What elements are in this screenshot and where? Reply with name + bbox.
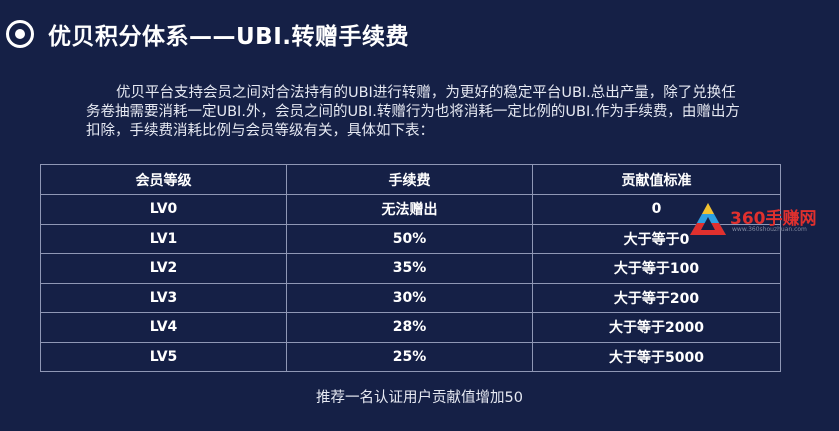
cell-fee: 30% bbox=[286, 282, 533, 313]
watermark-text: 360手赚网 bbox=[730, 208, 817, 229]
intro-paragraph: 优贝平台支持会员之间对合法持有的UBI进行转赠，为更好的稳定平台UBI.总出产量… bbox=[86, 84, 754, 141]
header-fee: 手续费 bbox=[286, 164, 533, 195]
cell-fee: 50% bbox=[286, 223, 533, 254]
fee-table: 会员等级 手续费 贡献值标准 LV0 无法赠出 0 LV1 50% 大于等于0 … bbox=[40, 164, 781, 372]
header-contribution-standard: 贡献值标准 bbox=[532, 164, 781, 195]
cell-standard: 大于等于100 bbox=[532, 253, 781, 284]
watermark-triangle-icon bbox=[690, 203, 726, 235]
cell-level: LV5 bbox=[40, 341, 287, 372]
cell-level: LV4 bbox=[40, 312, 287, 343]
intro-line: 优贝平台支持会员之间对合法持有的UBI进行转赠，为更好的稳定平台UBI.总出产量… bbox=[116, 85, 736, 101]
table-row: LV0 无法赠出 0 bbox=[40, 194, 781, 225]
header-member-level: 会员等级 bbox=[40, 164, 287, 195]
cell-standard: 大于等于200 bbox=[532, 282, 781, 313]
table-row: LV3 30% 大于等于200 bbox=[40, 282, 781, 313]
cell-level: LV0 bbox=[40, 194, 287, 225]
cell-standard: 大于等于2000 bbox=[532, 312, 781, 343]
watermark-subtext: www.360shouzhuan.com bbox=[732, 226, 807, 233]
radio-bullet-icon bbox=[6, 20, 34, 48]
watermark-logo: 360手赚网 www.360shouzhuan.com bbox=[688, 198, 838, 240]
page-title: 优贝积分体系——UBI.转赠手续费 bbox=[48, 24, 410, 50]
cell-fee: 35% bbox=[286, 253, 533, 284]
cell-level: LV3 bbox=[40, 282, 287, 313]
table-row: LV4 28% 大于等于2000 bbox=[40, 312, 781, 343]
table-header-row: 会员等级 手续费 贡献值标准 bbox=[40, 164, 781, 195]
footnote: 推荐一名认证用户贡献值增加50 bbox=[316, 390, 523, 406]
intro-line: 务卷抽需要消耗一定UBI.外，会员之间的UBI.转赠行为也将消耗一定比例的UBI… bbox=[86, 104, 740, 120]
intro-line: 扣除，手续费消耗比例与会员等级有关，具体如下表： bbox=[86, 123, 434, 139]
cell-fee: 28% bbox=[286, 312, 533, 343]
table-row: LV1 50% 大于等于0 bbox=[40, 223, 781, 254]
cell-fee: 25% bbox=[286, 341, 533, 372]
cell-fee: 无法赠出 bbox=[286, 194, 533, 225]
cell-level: LV1 bbox=[40, 223, 287, 254]
table-row: LV2 35% 大于等于100 bbox=[40, 253, 781, 284]
cell-standard: 大于等于5000 bbox=[532, 341, 781, 372]
cell-level: LV2 bbox=[40, 253, 287, 284]
title-row: 优贝积分体系——UBI.转赠手续费 bbox=[6, 17, 409, 51]
table-row: LV5 25% 大于等于5000 bbox=[40, 341, 781, 372]
